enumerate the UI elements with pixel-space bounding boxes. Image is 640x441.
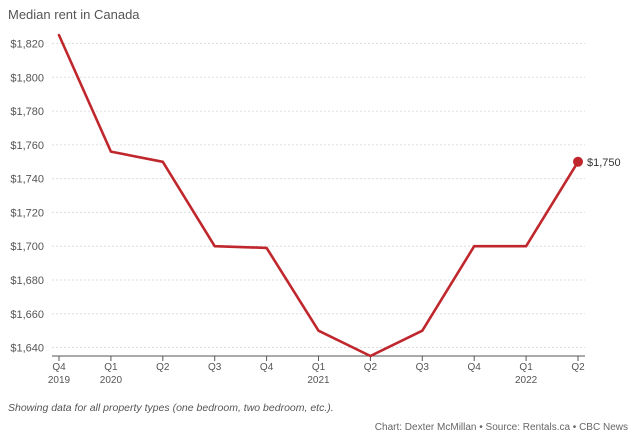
chart-title: Median rent in Canada: [8, 7, 140, 22]
x-tick-label: Q4: [52, 362, 66, 373]
x-tick-label: Q2: [364, 362, 378, 373]
series-layer: $1,750: [57, 33, 621, 358]
y-tick-label: $1,640: [10, 343, 44, 355]
y-tick-label: $1,680: [10, 275, 44, 287]
x-tick-label: Q2: [571, 362, 585, 373]
x-tick-label: Q3: [416, 362, 430, 373]
y-axis-ticks: $1,640 $1,660 $1,680 $1,700 $1,720 $1,740 $1,7…: [10, 39, 44, 355]
last-point-marker: [573, 156, 583, 167]
x-tick-label: Q4: [260, 362, 274, 373]
last-point-label: $1,750: [587, 157, 621, 169]
chart-credit: Chart: Dexter McMillan • Source: Rentals…: [374, 422, 628, 433]
x-tick-label: Q4: [468, 362, 482, 373]
x-tick-label: Q3: [208, 362, 222, 373]
y-tick-label: $1,700: [10, 241, 44, 253]
x-tick-year-label: 2022: [515, 375, 538, 386]
y-tick-label: $1,720: [10, 207, 44, 219]
y-tick-label: $1,760: [10, 140, 44, 152]
chart-note: Showing data for all property types (one…: [8, 402, 334, 414]
y-tick-label: $1,800: [10, 72, 44, 84]
x-tick-year-label: 2020: [100, 375, 123, 386]
x-tick-year-label: 2021: [307, 375, 330, 386]
y-tick-label: $1,740: [10, 174, 44, 186]
x-tick-label: Q1: [519, 362, 533, 373]
x-tick-year-label: 2019: [48, 375, 71, 386]
x-tick-label: Q1: [104, 362, 118, 373]
x-axis-ticks: Q4 2019 Q1 2020 Q2 Q3 Q4 Q1 2021 Q2 Q3 Q4 Q1 2022 Q2: [48, 356, 585, 386]
series-line: [57, 33, 580, 358]
x-tick-label: Q1: [312, 362, 326, 373]
y-tick-label: $1,820: [10, 39, 44, 51]
x-tick-label: Q2: [156, 362, 170, 373]
grid-lines: [52, 43, 585, 349]
y-tick-label: $1,660: [10, 309, 44, 321]
y-tick-label: $1,780: [10, 106, 44, 118]
